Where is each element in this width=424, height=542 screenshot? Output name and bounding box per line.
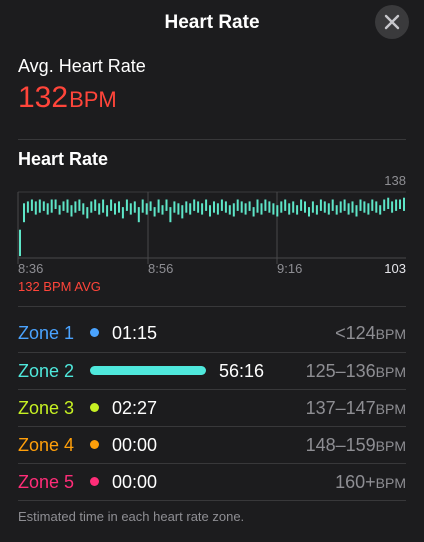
zone-time: 00:00	[112, 472, 158, 492]
zone-row-3: Zone 3 02:27 137–147BPM	[0, 390, 424, 426]
chart-avg-caption: 132 BPM AVG	[18, 279, 101, 294]
chart-y-min-label: 103	[384, 261, 406, 276]
zone-footnote: Estimated time in each heart rate zone.	[18, 509, 245, 524]
zone-range-value: 160+	[335, 472, 376, 492]
zone-range: 137–147BPM	[306, 398, 406, 419]
divider	[18, 426, 406, 427]
zone-range: 125–136BPM	[306, 361, 406, 382]
avg-heart-rate-unit: BPM	[69, 87, 117, 112]
zone-range-value: <124	[335, 323, 376, 343]
avg-heart-rate-value: 132BPM	[18, 80, 117, 121]
zone-bar	[90, 403, 99, 412]
divider	[18, 500, 406, 501]
zone-range-unit: BPM	[375, 401, 406, 417]
chart-x-tick-label: 8:56	[148, 261, 173, 276]
zone-range-unit: BPM	[375, 475, 406, 491]
zone-name: Zone 5	[18, 472, 75, 492]
zone-name: Zone 2	[18, 361, 75, 381]
close-icon	[384, 14, 400, 30]
zone-name: Zone 3	[18, 398, 75, 418]
divider	[18, 352, 406, 353]
zone-bar	[90, 328, 99, 337]
divider	[18, 139, 406, 140]
zone-name: Zone 4	[18, 435, 75, 455]
chart-x-tick-label: 9:16	[277, 261, 302, 276]
zone-range-value: 137–147	[305, 398, 376, 418]
divider	[18, 306, 406, 307]
zone-time: 01:15	[112, 323, 158, 343]
zone-range-value: 125–136	[305, 361, 376, 381]
zone-range-value: 148–159	[305, 435, 376, 455]
zone-bar	[90, 366, 206, 375]
zone-range: 160+BPM	[335, 472, 406, 493]
chart-x-tick-label: 8:36	[18, 261, 43, 276]
zone-name: Zone 1	[18, 323, 75, 343]
zone-range: 148–159BPM	[306, 435, 406, 456]
heart-rate-chart-svg: 8:36 8:56 9:16 138 103	[17, 173, 406, 276]
zone-time: 02:27	[112, 398, 158, 418]
zone-range-unit: BPM	[375, 326, 406, 342]
zone-row-1: Zone 1 01:15 <124BPM	[0, 315, 424, 351]
zone-row-2: Zone 2 56:16 125–136BPM	[0, 353, 424, 389]
zone-time: 56:16	[219, 361, 265, 381]
divider	[18, 389, 406, 390]
chart-section-title: Heart Rate	[18, 149, 109, 169]
avg-heart-rate-number: 132	[18, 81, 69, 114]
close-button[interactable]	[375, 5, 409, 39]
page-title: Heart Rate	[164, 12, 260, 33]
zone-range-unit: BPM	[375, 438, 406, 454]
zone-range: <124BPM	[335, 323, 406, 344]
chart-y-max-label: 138	[384, 173, 406, 188]
zone-bar	[90, 477, 99, 486]
zone-bar	[90, 440, 99, 449]
header: Heart Rate	[0, 0, 424, 46]
zone-time: 00:00	[112, 435, 158, 455]
zone-row-4: Zone 4 00:00 148–159BPM	[0, 427, 424, 463]
zone-range-unit: BPM	[375, 364, 406, 380]
zone-row-5: Zone 5 00:00 160+BPM	[0, 464, 424, 500]
heart-rate-chart: 8:36 8:56 9:16 138 103	[0, 172, 424, 300]
avg-heart-rate-label: Avg. Heart Rate	[18, 56, 146, 76]
divider	[18, 463, 406, 464]
